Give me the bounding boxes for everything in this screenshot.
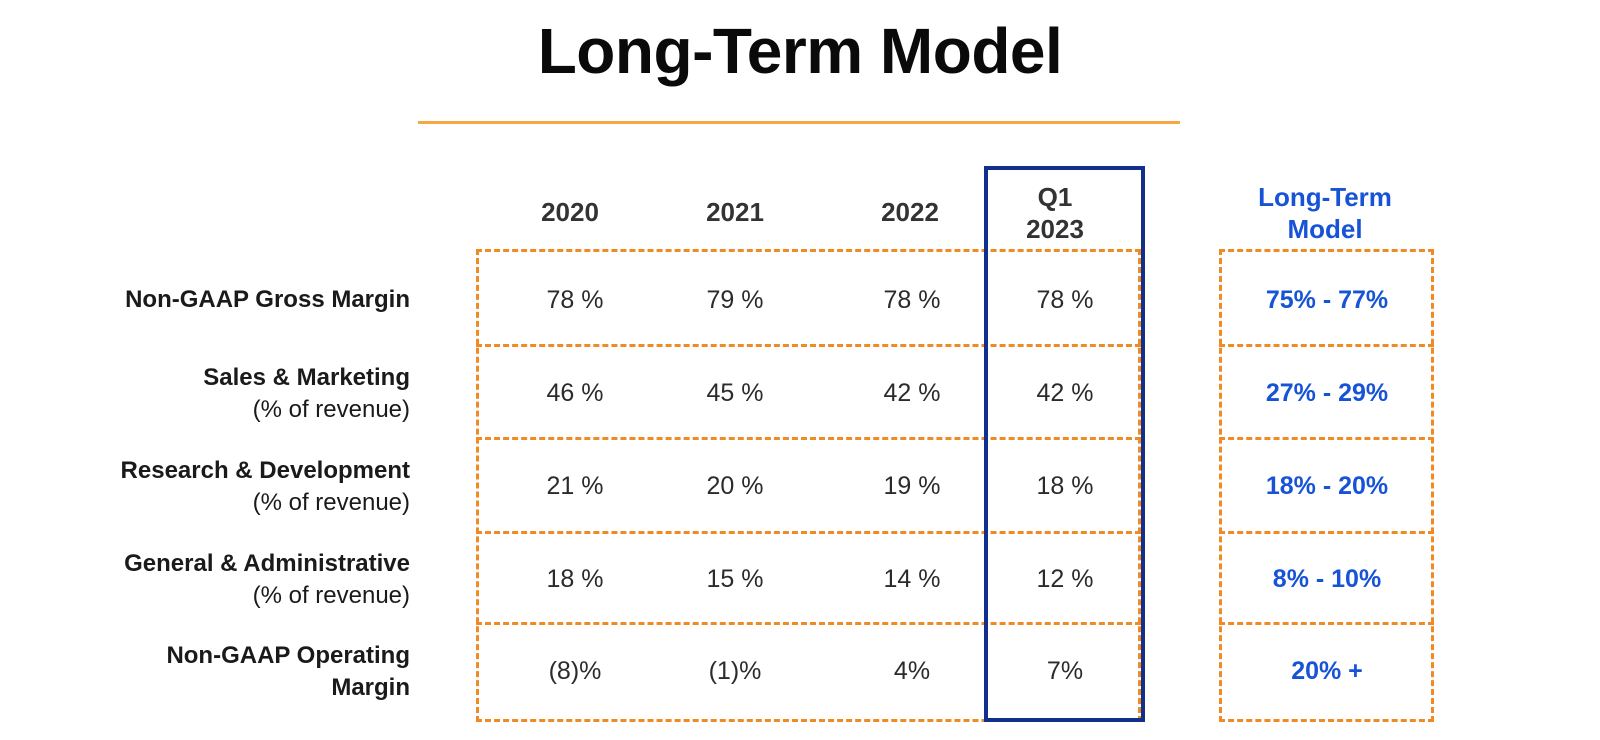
lt-row-divider — [1219, 531, 1434, 534]
cell-q1-2023: 18 % — [1036, 472, 1094, 500]
lt-row-divider — [1219, 344, 1434, 347]
cell-2022: 78 % — [883, 286, 941, 314]
header-2020: 2020 — [541, 197, 599, 227]
cell-2020: 46 % — [546, 379, 604, 407]
cell-2020: 78 % — [546, 286, 604, 314]
cell-2021: 15 % — [706, 565, 764, 593]
cell-2020: (8)% — [548, 657, 602, 685]
main-row-divider — [476, 437, 1141, 440]
cell-long-term: 18% - 20% — [1265, 472, 1389, 500]
row-label-research-development: Research & Development (% of revenue) — [121, 455, 410, 519]
row-label-sales-marketing: Sales & Marketing (% of revenue) — [203, 362, 410, 426]
cell-long-term: 27% - 29% — [1265, 379, 1389, 407]
title-underline — [418, 121, 1180, 124]
row-label-sub: (% of revenue) — [252, 582, 410, 609]
cell-2022: 42 % — [883, 379, 941, 407]
cell-q1-2023: 42 % — [1036, 379, 1094, 407]
lt-row-divider — [1219, 437, 1434, 440]
header-q1-line1: Q1 — [1037, 182, 1073, 212]
cell-q1-2023: 78 % — [1036, 286, 1094, 314]
cell-q1-2023: 12 % — [1036, 565, 1094, 593]
header-q1-line2: 2023 — [1026, 214, 1084, 244]
row-label-main: Sales & Marketing — [203, 364, 410, 391]
cell-2021: 20 % — [706, 472, 764, 500]
main-row-divider — [476, 622, 1141, 625]
row-label-main: Non-GAAP Gross Margin — [125, 286, 410, 313]
header-2022: 2022 — [881, 197, 939, 227]
cell-2022: 4% — [893, 657, 931, 685]
page-title: Long-Term Model — [537, 15, 1063, 87]
cell-2020: 18 % — [546, 565, 604, 593]
row-label-main: Research & Development — [120, 457, 410, 484]
cell-q1-2023: 7% — [1046, 657, 1084, 685]
header-lt-line1: Long-Term — [1258, 182, 1392, 212]
main-row-divider — [476, 344, 1141, 347]
long-term-table-border — [1219, 249, 1434, 722]
cell-2021: 45 % — [706, 379, 764, 407]
cell-long-term: 75% - 77% — [1265, 286, 1389, 314]
cell-2020: 21 % — [546, 472, 604, 500]
main-table-border — [476, 249, 1141, 722]
header-2021: 2021 — [706, 197, 764, 227]
cell-long-term: 8% - 10% — [1272, 565, 1382, 593]
row-label-main: Non-GAAP Operating — [166, 642, 410, 669]
lt-row-divider — [1219, 622, 1434, 625]
cell-2022: 19 % — [883, 472, 941, 500]
cell-2021: (1)% — [708, 657, 762, 685]
row-label-sub: (% of revenue) — [252, 396, 410, 423]
row-label-sub: (% of revenue) — [252, 489, 410, 516]
row-label-operating-margin: Non-GAAP Operating Margin — [166, 640, 410, 704]
header-lt-line2: Model — [1287, 214, 1363, 244]
row-label-general-admin: General & Administrative (% of revenue) — [124, 548, 410, 612]
row-label-main-line2: Margin — [331, 674, 410, 701]
main-row-divider — [476, 531, 1141, 534]
header-long-term-model: Long-Term Model — [1230, 181, 1420, 245]
cell-long-term: 20% + — [1291, 657, 1363, 685]
header-q1-2023: Q1 2023 — [985, 181, 1125, 245]
row-label-gross-margin: Non-GAAP Gross Margin — [125, 284, 410, 316]
q1-2023-highlight — [984, 166, 1145, 722]
cell-2021: 79 % — [706, 286, 764, 314]
cell-2022: 14 % — [883, 565, 941, 593]
row-label-main: General & Administrative — [124, 550, 410, 577]
